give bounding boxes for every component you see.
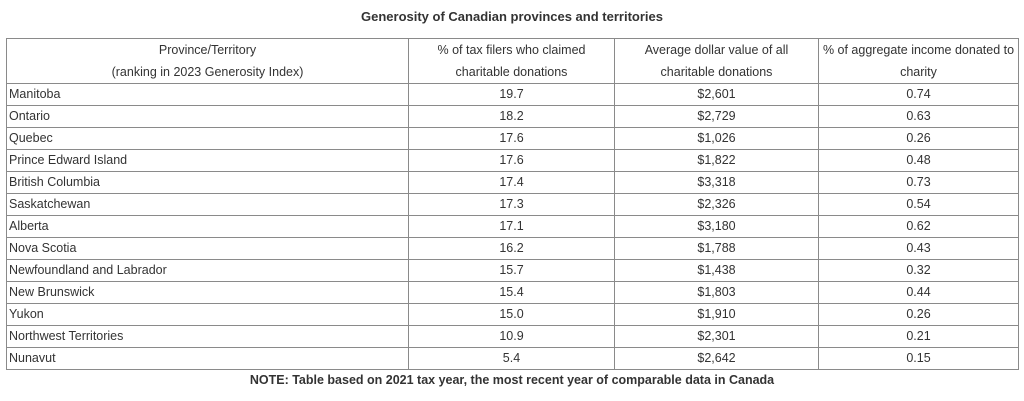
income-donated-cell: 0.32 xyxy=(818,259,1019,282)
province-cell: British Columbia xyxy=(6,171,409,194)
income-donated-cell: 0.74 xyxy=(818,83,1019,106)
column-header-income-donated: % of aggregate income donated to charity xyxy=(818,38,1019,84)
average-donation-cell: $1,438 xyxy=(614,259,819,282)
tax-filers-cell: 17.6 xyxy=(408,127,615,150)
income-donated-cell: 0.43 xyxy=(818,237,1019,260)
tax-filers-cell: 19.7 xyxy=(408,83,615,106)
table-row: New Brunswick 15.4 $1,803 0.44 xyxy=(6,281,1019,304)
province-cell: Yukon xyxy=(6,303,409,326)
tax-filers-cell: 17.1 xyxy=(408,215,615,238)
average-donation-cell: $3,318 xyxy=(614,171,819,194)
province-cell: Alberta xyxy=(6,215,409,238)
province-cell: Manitoba xyxy=(6,83,409,106)
table-row: Nunavut 5.4 $2,642 0.15 xyxy=(6,347,1019,370)
province-cell: Newfoundland and Labrador xyxy=(6,259,409,282)
table-title: Generosity of Canadian provinces and ter… xyxy=(361,9,663,24)
header-line: charity xyxy=(900,65,937,79)
tax-filers-cell: 18.2 xyxy=(408,105,615,128)
column-header-province: Province/Territory (ranking in 2023 Gene… xyxy=(6,38,409,84)
table-row: Newfoundland and Labrador 15.7 $1,438 0.… xyxy=(6,259,1019,282)
header-line: % of aggregate income donated to xyxy=(822,43,1015,57)
average-donation-cell: $1,788 xyxy=(614,237,819,260)
income-donated-cell: 0.48 xyxy=(818,149,1019,172)
average-donation-cell: $2,301 xyxy=(614,325,819,348)
income-donated-cell: 0.26 xyxy=(818,303,1019,326)
header-line: charitable donations xyxy=(660,65,773,79)
province-cell: New Brunswick xyxy=(6,281,409,304)
header-line: charitable donations xyxy=(455,65,568,79)
average-donation-cell: $2,729 xyxy=(614,105,819,128)
province-cell: Nunavut xyxy=(6,347,409,370)
table-row: Northwest Territories 10.9 $2,301 0.21 xyxy=(6,325,1019,348)
tax-filers-cell: 10.9 xyxy=(408,325,615,348)
column-header-tax-filers: % of tax filers who claimed charitable d… xyxy=(408,38,615,84)
average-donation-cell: $2,326 xyxy=(614,193,819,216)
province-cell: Prince Edward Island xyxy=(6,149,409,172)
table-row: Manitoba 19.7 $2,601 0.74 xyxy=(6,83,1019,106)
header-line: Average dollar value of all xyxy=(644,43,789,57)
province-cell: Quebec xyxy=(6,127,409,150)
income-donated-cell: 0.62 xyxy=(818,215,1019,238)
average-donation-cell: $1,910 xyxy=(614,303,819,326)
table-row: Quebec 17.6 $1,026 0.26 xyxy=(6,127,1019,150)
header-line: Province/Territory xyxy=(158,43,257,57)
table-note: NOTE: Table based on 2021 tax year, the … xyxy=(249,373,775,387)
average-donation-cell: $1,803 xyxy=(614,281,819,304)
tax-filers-cell: 17.4 xyxy=(408,171,615,194)
tax-filers-cell: 16.2 xyxy=(408,237,615,260)
income-donated-cell: 0.15 xyxy=(818,347,1019,370)
province-cell: Northwest Territories xyxy=(6,325,409,348)
income-donated-cell: 0.73 xyxy=(818,171,1019,194)
header-row: Province/Territory (ranking in 2023 Gene… xyxy=(6,38,1019,84)
tax-filers-cell: 17.3 xyxy=(408,193,615,216)
table-row: British Columbia 17.4 $3,318 0.73 xyxy=(6,171,1019,194)
income-donated-cell: 0.26 xyxy=(818,127,1019,150)
tax-filers-cell: 5.4 xyxy=(408,347,615,370)
average-donation-cell: $2,601 xyxy=(614,83,819,106)
income-donated-cell: 0.54 xyxy=(818,193,1019,216)
header-line: (ranking in 2023 Generosity Index) xyxy=(111,65,304,79)
table-row: Alberta 17.1 $3,180 0.62 xyxy=(6,215,1019,238)
table-row: Nova Scotia 16.2 $1,788 0.43 xyxy=(6,237,1019,260)
province-cell: Saskatchewan xyxy=(6,193,409,216)
table-row: Prince Edward Island 17.6 $1,822 0.48 xyxy=(6,149,1019,172)
table-row: Saskatchewan 17.3 $2,326 0.54 xyxy=(6,193,1019,216)
province-cell: Ontario xyxy=(6,105,409,128)
column-header-average-donation: Average dollar value of all charitable d… xyxy=(614,38,819,84)
tax-filers-cell: 15.0 xyxy=(408,303,615,326)
tax-filers-cell: 17.6 xyxy=(408,149,615,172)
tax-filers-cell: 15.4 xyxy=(408,281,615,304)
header-line: % of tax filers who claimed xyxy=(437,43,586,57)
income-donated-cell: 0.21 xyxy=(818,325,1019,348)
average-donation-cell: $1,822 xyxy=(614,149,819,172)
average-donation-cell: $1,026 xyxy=(614,127,819,150)
province-cell: Nova Scotia xyxy=(6,237,409,260)
average-donation-cell: $2,642 xyxy=(614,347,819,370)
table-row: Yukon 15.0 $1,910 0.26 xyxy=(6,303,1019,326)
income-donated-cell: 0.44 xyxy=(818,281,1019,304)
average-donation-cell: $3,180 xyxy=(614,215,819,238)
tax-filers-cell: 15.7 xyxy=(408,259,615,282)
generosity-table: Province/Territory (ranking in 2023 Gene… xyxy=(6,38,1019,370)
table-row: Ontario 18.2 $2,729 0.63 xyxy=(6,105,1019,128)
income-donated-cell: 0.63 xyxy=(818,105,1019,128)
